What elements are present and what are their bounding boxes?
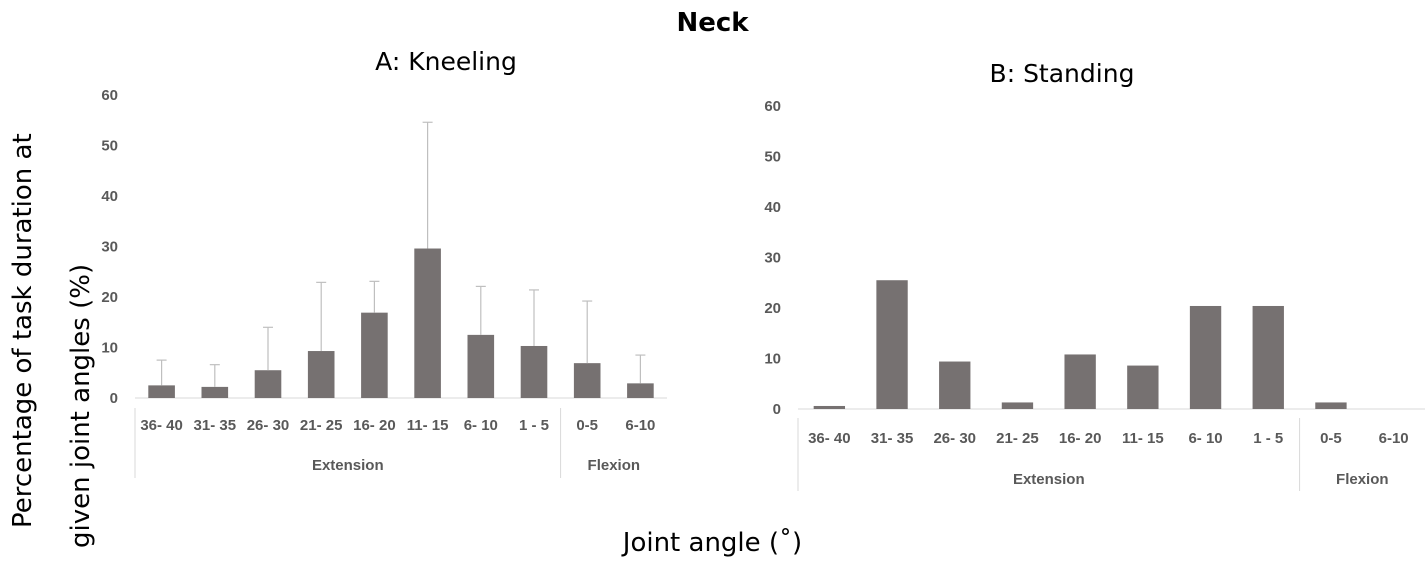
kneeling-x-tick-label: 1 - 5 xyxy=(519,417,549,434)
standing-y-tick-label: 60 xyxy=(764,98,781,115)
kneeling-y-tick-label: 30 xyxy=(101,239,118,256)
standing-x-tick-label: 6- 10 xyxy=(1188,430,1222,447)
standing-bar-1 xyxy=(813,405,846,409)
standing-y-tick-label: 50 xyxy=(764,149,781,166)
standing-bar-6 xyxy=(1127,365,1159,409)
standing-x-tick-label: 21- 25 xyxy=(996,430,1039,447)
kneeling-bar-4 xyxy=(307,351,335,398)
standing-bar-8 xyxy=(1252,305,1284,409)
kneeling-y-tick-label: 20 xyxy=(101,289,118,306)
standing-y-tick-label: 10 xyxy=(764,351,781,368)
standing-x-tick-label: 26- 30 xyxy=(933,430,976,447)
kneeling-x-tick-label: 6- 10 xyxy=(464,417,498,434)
kneeling-panel-title: A: Kneeling xyxy=(375,47,517,76)
kneeling-x-tick-label: 26- 30 xyxy=(247,417,290,434)
standing-bar-2 xyxy=(876,280,908,409)
kneeling-bar-8 xyxy=(520,345,548,398)
kneeling-group-label-flexion: Flexion xyxy=(588,457,641,474)
standing-bar-7 xyxy=(1189,305,1222,409)
standing-x-tick-label: 11- 15 xyxy=(1122,430,1164,447)
kneeling-bar-3 xyxy=(254,370,282,398)
standing-y-tick-label: 0 xyxy=(773,401,781,418)
kneeling-bar-2 xyxy=(201,386,229,398)
standing-group-label-flexion: Flexion xyxy=(1336,471,1389,488)
kneeling-y-tick-label: 60 xyxy=(101,87,118,104)
standing-x-tick-label: 31- 35 xyxy=(871,430,914,447)
standing-bar-9 xyxy=(1315,402,1347,409)
standing-y-tick-label: 40 xyxy=(764,199,781,216)
kneeling-bar-1 xyxy=(148,385,175,398)
kneeling-group-label-extension: Extension xyxy=(312,457,384,474)
kneeling-x-tick-label: 11- 15 xyxy=(407,417,449,434)
standing-bar-4 xyxy=(1001,402,1034,409)
kneeling-x-tick-label: 0-5 xyxy=(576,417,598,434)
standing-group-label-extension: Extension xyxy=(1013,471,1085,488)
kneeling-x-tick-label: 6-10 xyxy=(625,417,655,434)
standing-x-tick-label: 36- 40 xyxy=(808,430,851,447)
kneeling-x-tick-label: 31- 35 xyxy=(194,417,237,434)
standing-bar-3 xyxy=(939,361,971,409)
kneeling-y-tick-label: 50 xyxy=(101,138,118,155)
kneeling-x-tick-label: 21- 25 xyxy=(300,417,343,434)
kneeling-bar-7 xyxy=(467,334,495,398)
standing-x-tick-label: 6-10 xyxy=(1379,430,1409,447)
kneeling-y-tick-label: 10 xyxy=(101,340,118,357)
kneeling-y-tick-label: 40 xyxy=(101,188,118,205)
kneeling-bar-6 xyxy=(414,248,441,398)
kneeling-bar-5 xyxy=(361,312,388,398)
kneeling-y-tick-label: 0 xyxy=(110,390,118,407)
figure-title: Neck xyxy=(676,8,749,38)
standing-x-tick-label: 1 - 5 xyxy=(1253,430,1283,447)
kneeling-x-tick-label: 16- 20 xyxy=(353,417,396,434)
standing-x-tick-label: 16- 20 xyxy=(1059,430,1102,447)
kneeling-bar-9 xyxy=(573,363,601,398)
standing-y-tick-label: 30 xyxy=(764,250,781,267)
standing-x-tick-label: 0-5 xyxy=(1320,430,1342,447)
standing-y-tick-label: 20 xyxy=(764,300,781,317)
standing-bar-5 xyxy=(1064,354,1096,409)
kneeling-bar-10 xyxy=(627,383,654,398)
standing-panel-title: B: Standing xyxy=(990,59,1135,88)
x-axis-label: Joint angle (˚) xyxy=(622,528,803,558)
kneeling-x-tick-label: 36- 40 xyxy=(140,417,183,434)
